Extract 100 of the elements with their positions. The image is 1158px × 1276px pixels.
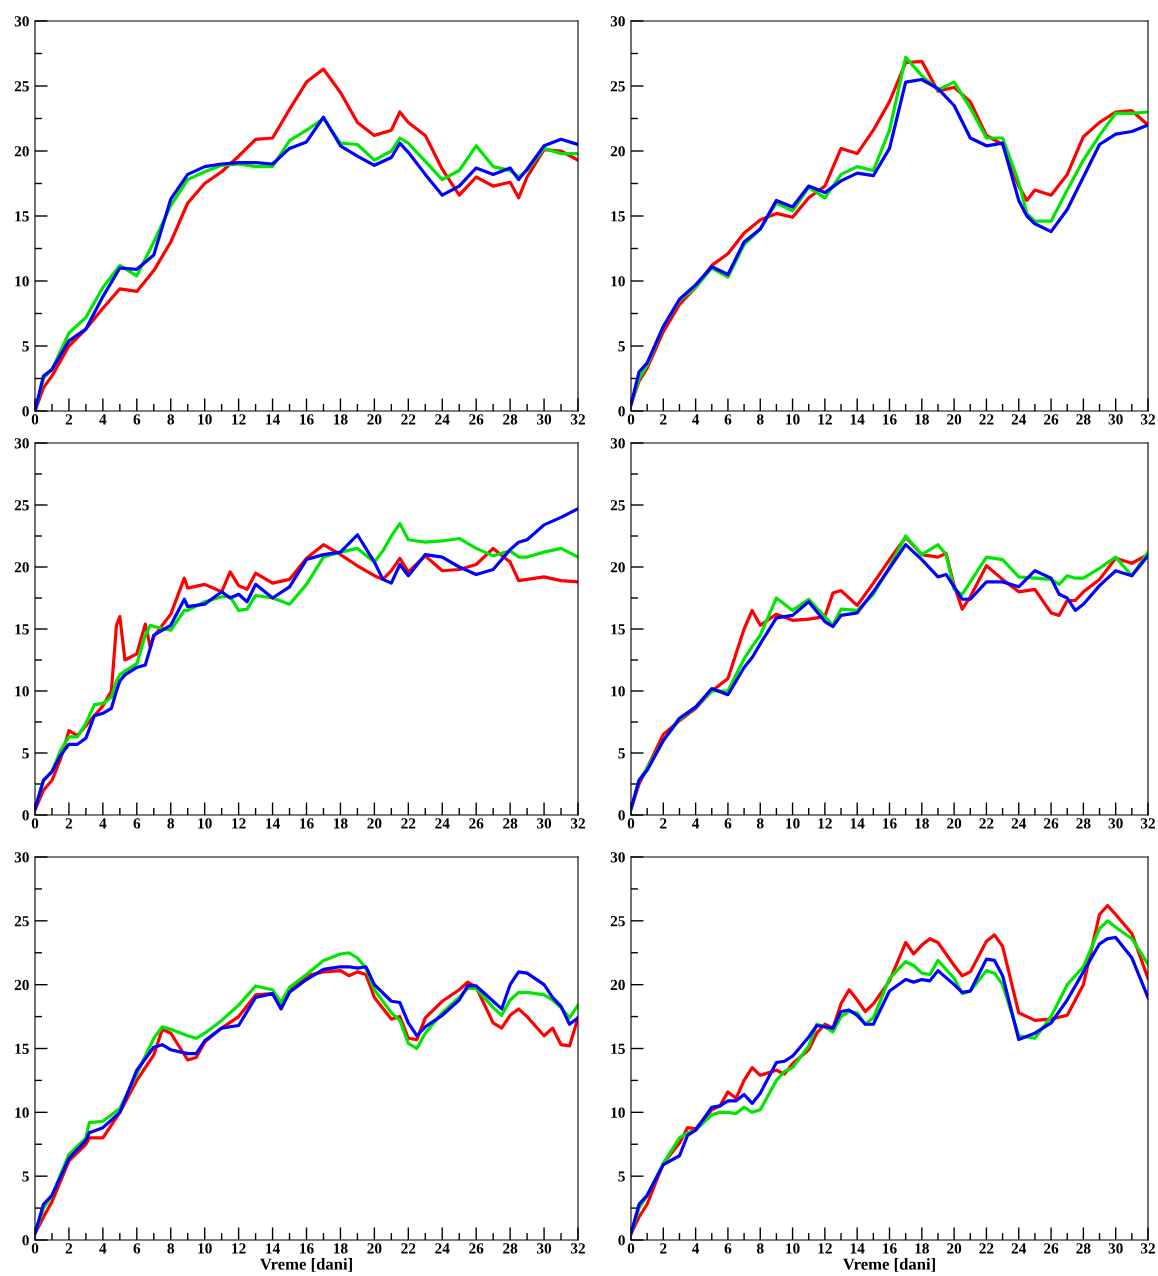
y-tick-label: 0 xyxy=(22,406,29,417)
x-tick-label: 0 xyxy=(627,414,635,425)
x-tick-label: 20 xyxy=(367,1243,382,1254)
x-tick-label: 6 xyxy=(133,1243,141,1254)
x-tick-label: 28 xyxy=(503,1243,518,1254)
x-tick-label: 30 xyxy=(1108,1243,1123,1254)
x-tick-label: 16 xyxy=(883,1243,897,1254)
x-tick-label: 0 xyxy=(627,818,635,829)
y-tick-label: 25 xyxy=(610,500,625,511)
x-tick-label: 22 xyxy=(401,1243,416,1254)
x-tick-label: 26 xyxy=(469,414,484,425)
x-tick-label: 18 xyxy=(915,818,929,829)
y-tick-label: 15 xyxy=(15,211,29,222)
x-tick-label: 0 xyxy=(31,1243,39,1254)
y-tick-label: 5 xyxy=(22,341,29,352)
x-tick-label: 30 xyxy=(1108,414,1123,425)
x-axis-title: Vreme [dani] xyxy=(843,1258,935,1272)
x-tick-label: 6 xyxy=(133,818,141,829)
x-tick-label: 28 xyxy=(503,414,518,425)
x-tick-label: 10 xyxy=(786,1243,800,1254)
x-tick-label: 14 xyxy=(266,1243,280,1254)
x-tick-label: 26 xyxy=(469,1243,484,1254)
y-tick-label: 5 xyxy=(22,748,29,759)
x-tick-label: 32 xyxy=(1140,818,1155,829)
y-tick-label: 10 xyxy=(15,686,29,697)
x-tick-label: 30 xyxy=(537,414,552,425)
y-tick-label: 15 xyxy=(15,1043,29,1054)
x-tick-label: 20 xyxy=(367,414,382,425)
x-tick-label: 6 xyxy=(724,1243,732,1254)
y-tick-label: 25 xyxy=(14,916,29,927)
x-tick-label: 24 xyxy=(435,818,450,829)
x-tick-label: 32 xyxy=(570,818,585,829)
x-tick-label: 22 xyxy=(979,414,994,425)
y-tick-label: 5 xyxy=(22,1171,29,1182)
x-tick-label: 2 xyxy=(660,818,667,829)
x-tick-label: 12 xyxy=(232,1243,246,1254)
x-tick-label: 8 xyxy=(167,414,175,425)
x-tick-label: 26 xyxy=(469,818,484,829)
x-tick-label: 20 xyxy=(947,414,962,425)
x-tick-label: 16 xyxy=(883,818,897,829)
y-tick-label: 20 xyxy=(610,562,625,573)
x-tick-label: 14 xyxy=(266,414,280,425)
x-tick-label: 26 xyxy=(1044,414,1059,425)
y-tick-label: 20 xyxy=(14,146,29,157)
y-tick-label: 10 xyxy=(611,686,625,697)
y-tick-label: 20 xyxy=(14,979,29,991)
y-tick-label: 30 xyxy=(14,438,29,449)
x-tick-label: 4 xyxy=(692,414,700,425)
x-tick-label: 2 xyxy=(660,414,667,425)
y-tick-label: 25 xyxy=(14,81,29,92)
x-tick-label: 18 xyxy=(334,414,348,425)
x-tick-label: 4 xyxy=(99,1243,107,1254)
x-tick-label: 28 xyxy=(1076,1243,1091,1254)
x-tick-label: 28 xyxy=(503,818,518,829)
x-tick-label: 32 xyxy=(570,414,585,425)
y-tick-label: 20 xyxy=(610,146,625,157)
x-tick-label: 2 xyxy=(660,1243,667,1254)
y-tick-label: 15 xyxy=(611,211,625,222)
x-tick-label: 26 xyxy=(1044,818,1059,829)
y-tick-label: 30 xyxy=(14,16,29,27)
y-tick-label: 25 xyxy=(610,81,625,92)
x-tick-label: 30 xyxy=(1108,818,1123,829)
y-tick-label: 30 xyxy=(610,16,625,27)
x-tick-label: 24 xyxy=(1011,414,1027,425)
x-tick-label: 0 xyxy=(31,818,39,829)
y-tick-label: 25 xyxy=(610,916,625,927)
y-tick-label: 10 xyxy=(611,1107,625,1118)
x-tick-label: 12 xyxy=(818,1243,832,1254)
y-tick-label: 30 xyxy=(610,852,625,863)
x-tick-label: 14 xyxy=(850,1243,865,1254)
x-tick-label: 6 xyxy=(724,414,732,425)
x-tick-label: 14 xyxy=(850,414,865,425)
y-tick-label: 15 xyxy=(611,1043,625,1054)
x-tick-label: 0 xyxy=(627,1243,635,1254)
x-tick-label: 12 xyxy=(818,818,832,829)
y-tick-label: 20 xyxy=(14,562,29,573)
y-tick-label: 0 xyxy=(618,406,625,417)
x-tick-label: 0 xyxy=(31,414,39,425)
x-tick-label: 22 xyxy=(979,818,994,829)
y-tick-label: 0 xyxy=(22,810,29,821)
x-axis-title: Vreme [dani] xyxy=(260,1258,352,1272)
x-tick-label: 28 xyxy=(1076,414,1091,425)
x-tick-label: 32 xyxy=(1140,1243,1155,1254)
x-tick-label: 12 xyxy=(232,818,246,829)
x-tick-label: 2 xyxy=(65,414,73,425)
x-tick-label: 2 xyxy=(65,1243,73,1254)
y-tick-label: 15 xyxy=(15,624,29,635)
x-tick-label: 4 xyxy=(99,414,107,425)
x-tick-label: 18 xyxy=(334,818,348,829)
x-tick-label: 4 xyxy=(99,818,107,829)
x-tick-label: 8 xyxy=(167,818,175,829)
x-tick-label: 32 xyxy=(570,1243,585,1254)
x-tick-label: 24 xyxy=(435,414,450,425)
y-tick-label: 0 xyxy=(22,1235,29,1246)
y-tick-label: 5 xyxy=(618,1171,625,1182)
x-tick-label: 14 xyxy=(850,818,865,829)
y-tick-label: 5 xyxy=(618,748,625,759)
x-tick-label: 26 xyxy=(1044,1243,1059,1254)
x-tick-label: 8 xyxy=(756,414,764,425)
x-tick-label: 24 xyxy=(1011,818,1027,829)
